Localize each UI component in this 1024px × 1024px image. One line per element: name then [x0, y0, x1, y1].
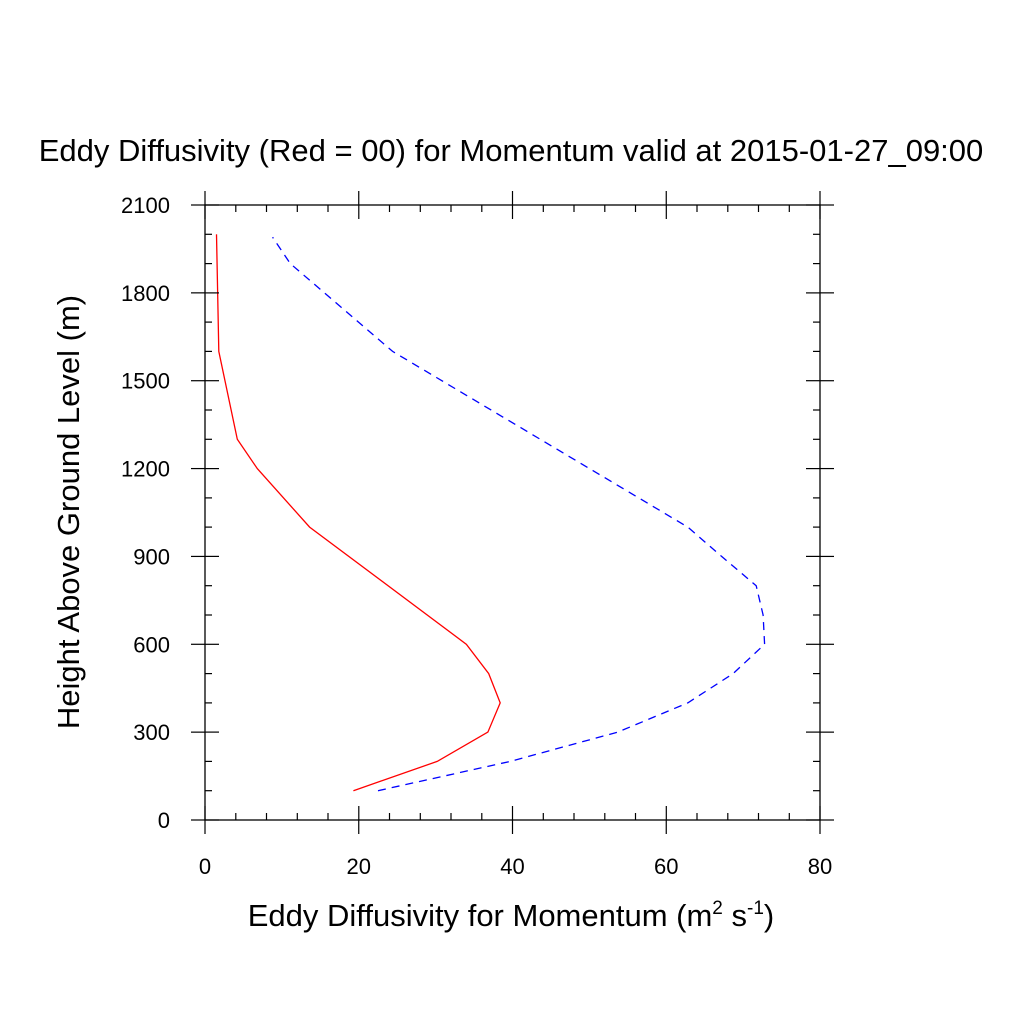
y-tick-label-0: 0	[158, 808, 170, 833]
y-tick-label-2100: 2100	[121, 193, 170, 218]
x-tick-label-0: 0	[199, 854, 211, 879]
x-axis-label-text: Eddy Diffusivity for Momentum (m	[248, 898, 713, 933]
x-tick-label-20: 20	[347, 854, 371, 879]
series-layer	[215, 234, 766, 792]
x-axis-label-mid: s	[723, 898, 747, 933]
series-line-1	[272, 236, 766, 792]
x-axis: 0 20 40 60 80	[199, 191, 832, 879]
x-axis-label: Eddy Diffusivity for Momentum (m2 s-1)	[248, 898, 774, 933]
y-tick-label-900: 900	[133, 544, 170, 569]
series-line-0	[215, 234, 501, 792]
y-axis: 0 300 600 900 1200 1500 1800 2100	[121, 193, 834, 833]
y-tick-label-1500: 1500	[121, 369, 170, 394]
y-tick-label-600: 600	[133, 632, 170, 657]
chart-title: Eddy Diffusivity (Red = 00) for Momentum…	[39, 133, 984, 168]
x-axis-label-sup2: -1	[747, 898, 764, 919]
x-axis-label-sup1: 2	[712, 898, 723, 919]
x-axis-label-end: )	[764, 898, 774, 933]
y-tick-label-1800: 1800	[121, 281, 170, 306]
x-tick-label-80: 80	[808, 854, 832, 879]
y-tick-label-1200: 1200	[121, 457, 170, 482]
y-tick-label-300: 300	[133, 720, 170, 745]
x-tick-label-40: 40	[500, 854, 524, 879]
x-tick-label-60: 60	[654, 854, 678, 879]
y-axis-label: Height Above Ground Level (m)	[51, 295, 86, 729]
